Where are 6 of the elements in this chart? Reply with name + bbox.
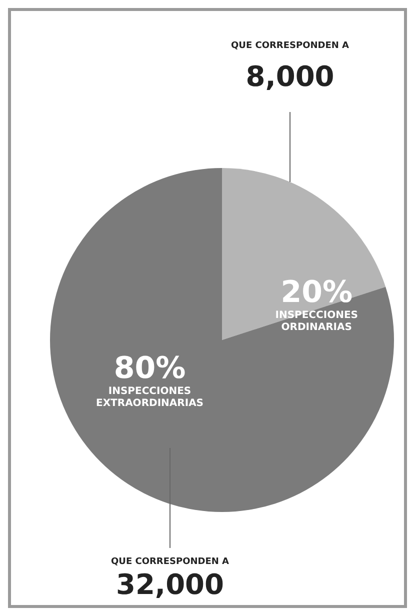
slice-label: INSPECCIONES EXTRAORDINARIAS [96, 386, 204, 409]
text: QUE CORRESPONDEN A 32,000 [110, 557, 230, 601]
slice-label: INSPECCIONES ORDINARIAS [275, 310, 358, 334]
data-label: 20% [280, 275, 353, 310]
text: QUE CORRESPONDEN A 8,000 [230, 41, 350, 93]
data-label: 80% [114, 350, 186, 386]
